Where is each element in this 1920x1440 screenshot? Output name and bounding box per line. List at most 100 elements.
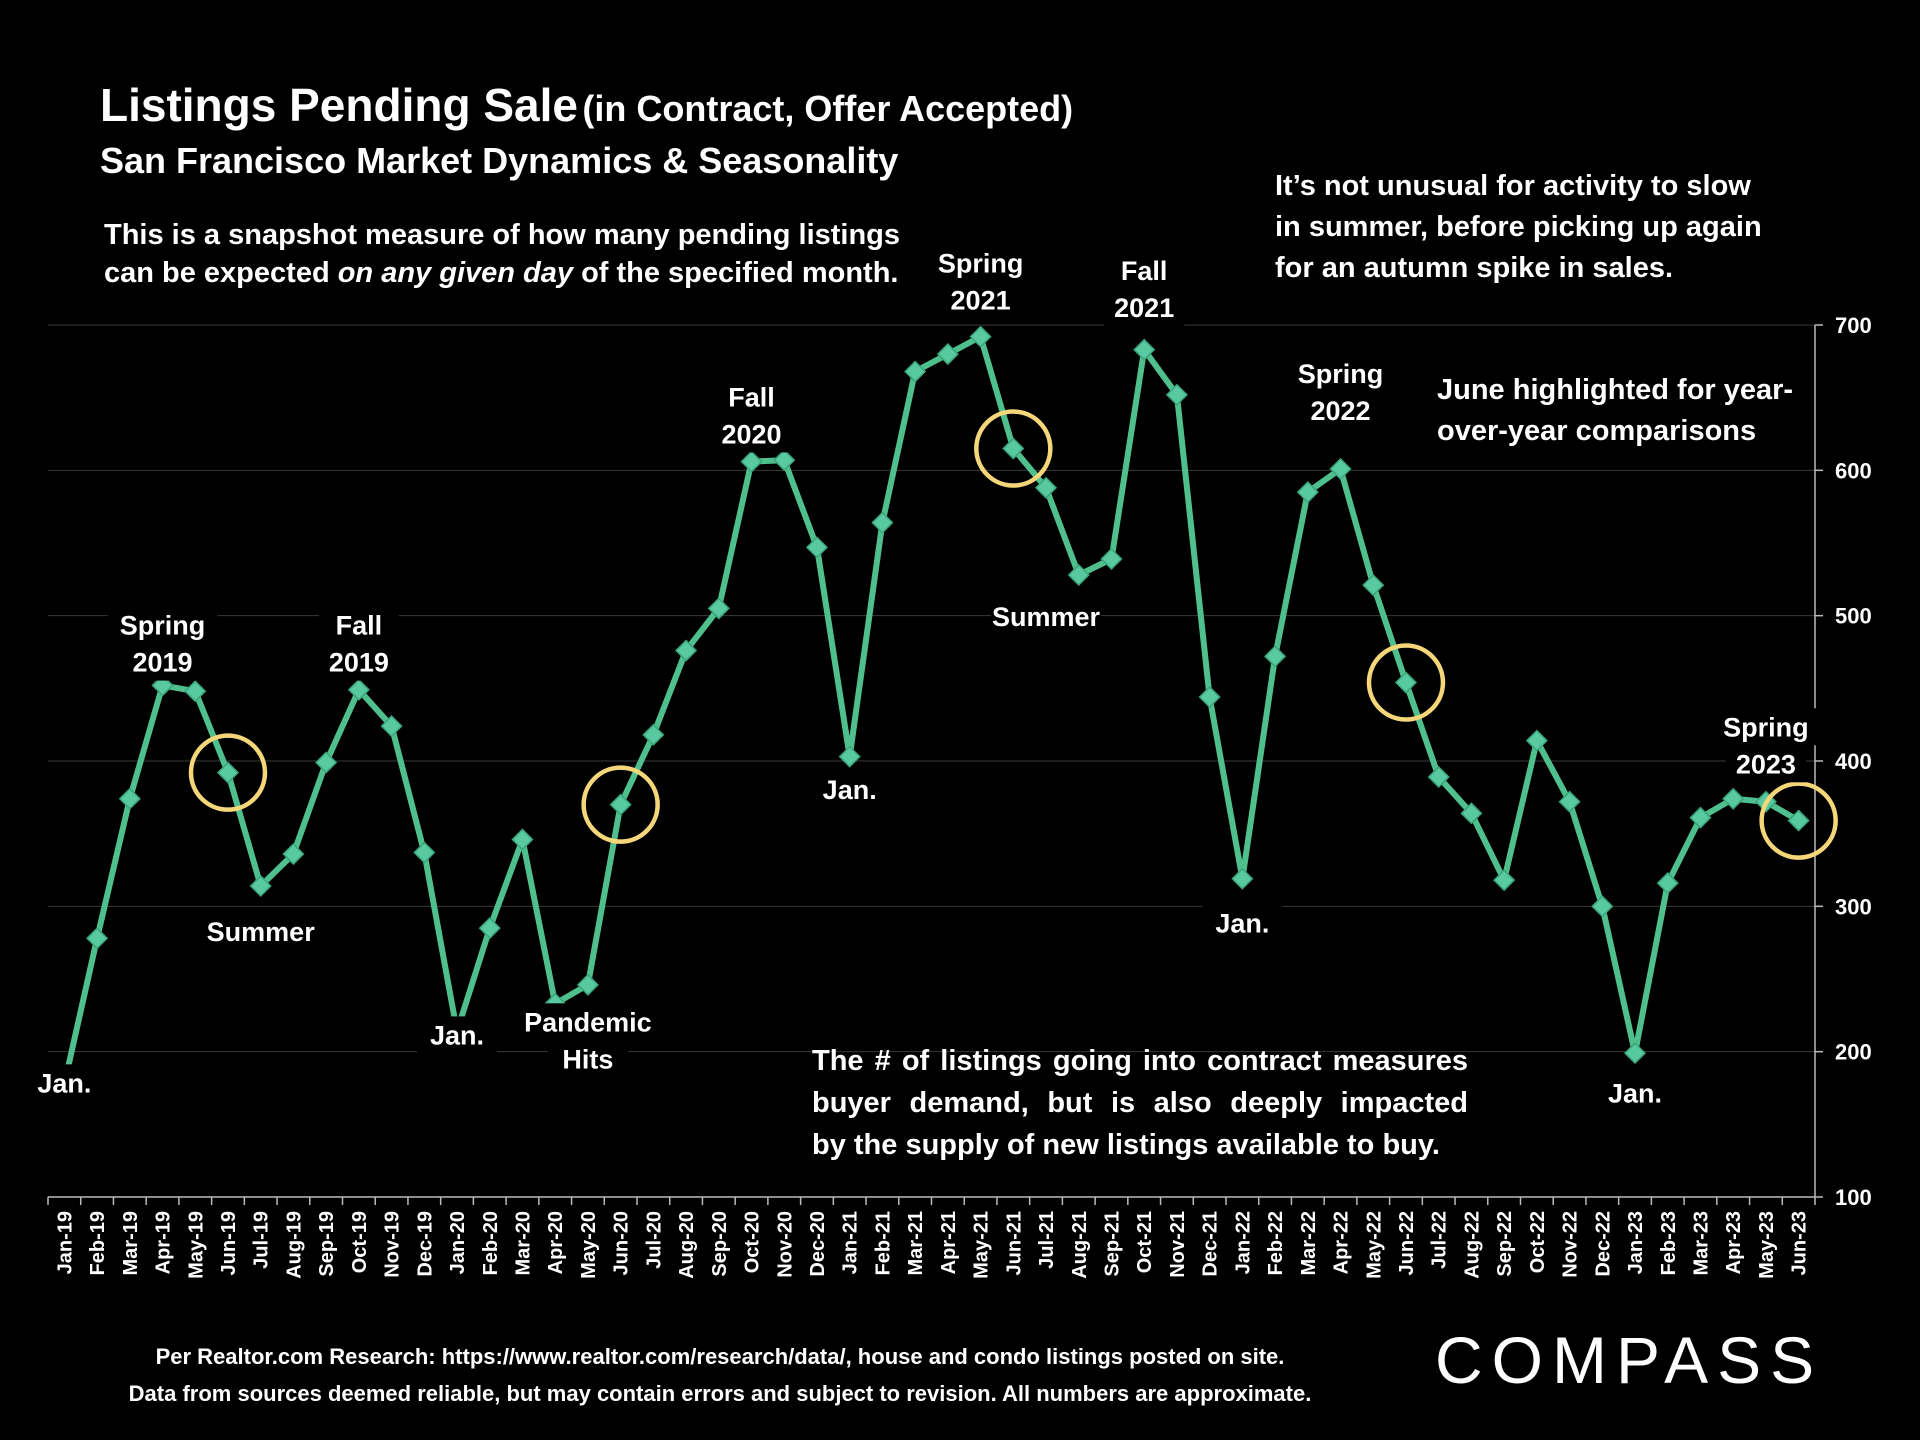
x-tick-label: Mar-21	[905, 1211, 927, 1275]
data-point	[1493, 869, 1516, 892]
annotation-label: 2022	[1310, 396, 1370, 426]
annotation-label: 2021	[1114, 293, 1174, 323]
x-tick-label: Oct-21	[1134, 1211, 1156, 1273]
snapshot-note-text: of the specified month.	[573, 257, 899, 289]
annotation-backing	[24, 1064, 105, 1102]
annotation-backing	[1710, 708, 1821, 746]
annotation-backing	[711, 378, 792, 416]
x-tick-label: Aug-19	[283, 1211, 305, 1279]
x-tick-label: Oct-22	[1527, 1211, 1549, 1273]
annotation-backing	[1285, 355, 1396, 393]
data-point	[86, 927, 109, 950]
y-tick-label: 200	[1835, 1040, 1872, 1065]
june-note-line: over-year comparisons	[1437, 415, 1757, 447]
x-tick-label: Oct-20	[742, 1211, 764, 1273]
x-tick-label: Aug-20	[676, 1211, 698, 1279]
annotation-backing	[318, 606, 399, 644]
x-tick-label: May-20	[578, 1211, 600, 1279]
data-point	[1525, 729, 1548, 752]
data-point	[1787, 809, 1810, 832]
x-tick-label: Sep-20	[709, 1211, 731, 1277]
series-line	[61, 333, 1802, 1087]
data-point	[347, 678, 370, 701]
data-point	[675, 639, 698, 662]
annotation-backing	[1104, 288, 1185, 326]
seasonality-note-line: in summer, before picking up again	[1275, 211, 1762, 243]
june-highlights	[188, 409, 1838, 860]
x-tick-label: Nov-22	[1560, 1211, 1582, 1278]
annotation-backing	[711, 415, 792, 453]
data-point	[478, 917, 501, 940]
data-point	[1362, 574, 1385, 597]
x-tick-label: Jun-21	[1003, 1211, 1025, 1275]
x-tick-label: Mar-19	[120, 1211, 142, 1275]
data-point	[1067, 563, 1090, 587]
annotation-label: Fall	[728, 382, 775, 412]
x-tick-label: Jan-19	[54, 1211, 76, 1274]
x-tick-label: Feb-23	[1658, 1211, 1680, 1275]
y-tick-label: 700	[1835, 313, 1872, 338]
x-tick-label: Jun-22	[1396, 1211, 1418, 1275]
annotation-label: Spring	[938, 249, 1024, 279]
x-tick-label: Aug-21	[1069, 1211, 1091, 1279]
annotation-label: Fall	[336, 611, 383, 641]
x-tick-label: Apr-23	[1723, 1211, 1745, 1274]
data-point	[1394, 671, 1418, 694]
june-highlight-circle	[1366, 643, 1446, 722]
snapshot-note-text: can be expected	[104, 257, 338, 289]
x-tick-label: Apr-19	[153, 1211, 175, 1274]
x-tick-label: Mar-22	[1298, 1211, 1320, 1275]
annotation-backing	[1202, 904, 1283, 942]
data-point	[1034, 476, 1058, 499]
annotation-label: Jan.	[1608, 1079, 1662, 1109]
june-highlight-circle	[581, 765, 660, 844]
data-point	[904, 360, 927, 383]
x-tick-label: May-22	[1363, 1211, 1385, 1279]
annotation-backing	[318, 643, 399, 681]
demand-supply-note: The # of listings going into contract me…	[812, 1040, 1468, 1166]
x-tick-label: Dec-21	[1200, 1211, 1222, 1277]
y-tick-label: 300	[1835, 894, 1872, 919]
x-tick-label: Jul-22	[1429, 1211, 1451, 1269]
y-tick-label: 600	[1835, 458, 1872, 483]
x-tick-label: Apr-22	[1331, 1211, 1353, 1274]
june-note-line: June highlighted for year-	[1437, 374, 1794, 406]
data-point	[216, 761, 240, 784]
annotation-label: 2019	[132, 648, 192, 678]
annotation-label: Fall	[1121, 256, 1168, 286]
annotation-backing	[205, 913, 316, 951]
annotation-backing	[107, 606, 218, 644]
annotation-label: 2020	[721, 419, 781, 449]
june-highlight-circle	[974, 409, 1053, 488]
x-tick-label: Oct-19	[349, 1211, 371, 1273]
x-tick-label: Jul-20	[643, 1211, 665, 1269]
disclaimer-footer: Data from sources deemed reliable, but m…	[128, 1381, 1312, 1406]
data-point	[609, 793, 632, 816]
data-point	[1133, 338, 1156, 361]
x-tick-label: Mar-23	[1690, 1211, 1712, 1275]
annotation-backing	[809, 770, 890, 808]
annotation-backing	[517, 1003, 658, 1041]
annotation-label: Jan.	[430, 1020, 484, 1050]
source-footer: Per Realtor.com Research: https://www.re…	[155, 1344, 1285, 1369]
data-point	[936, 343, 959, 366]
data-point	[511, 828, 534, 851]
x-tick-label: Jan-23	[1625, 1211, 1647, 1274]
x-tick-label: Mar-20	[512, 1211, 534, 1275]
data-point	[969, 325, 992, 348]
annotation-label: 2019	[329, 648, 389, 678]
data-point	[1231, 867, 1254, 890]
x-tick-label: Jul-19	[251, 1211, 273, 1269]
demand-note-line: by the supply of new listings available …	[812, 1129, 1440, 1161]
annotation-backing	[547, 1040, 628, 1078]
data-point	[805, 536, 829, 559]
annotation-backing	[122, 643, 203, 681]
x-tick-label: May-21	[971, 1211, 993, 1279]
demand-note-line: The # of listings going into contract me…	[812, 1045, 1468, 1077]
annotation-label: Spring	[1723, 712, 1809, 742]
x-tick-label: May-23	[1756, 1211, 1778, 1279]
compass-logo: COMPASS	[1435, 1323, 1824, 1397]
data-point	[282, 842, 305, 866]
seasonality-note: It’s not unusual for activity to slow in…	[1275, 166, 1762, 289]
y-tick-label: 400	[1835, 749, 1872, 774]
